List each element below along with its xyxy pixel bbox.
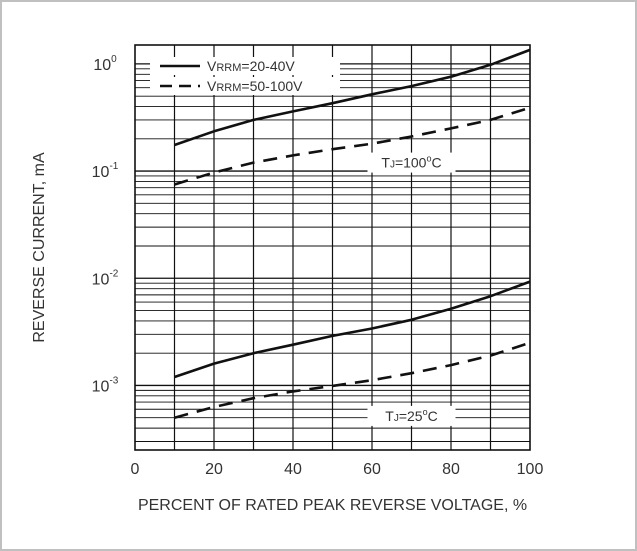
temperature-annotation: TJ=100oC — [381, 154, 441, 171]
annotation-prefix: T — [385, 408, 394, 424]
y-tick-label: 10-3 — [92, 375, 119, 395]
annotation-degree-mark: o — [426, 154, 431, 164]
annotation-subscript: J — [390, 160, 395, 171]
series-100C-solid-line — [174, 48, 531, 147]
plot-frame-layer — [134, 44, 531, 451]
y-tick-label: 10-1 — [92, 161, 119, 181]
legend-entry-background — [150, 57, 340, 75]
series-100C-dashed-line — [174, 106, 531, 186]
y-tick-label: 10-2 — [92, 268, 119, 288]
x-axis-title: PERCENT OF RATED PEAK REVERSE VOLTAGE, % — [138, 497, 527, 514]
y-tick-base: 10 — [93, 57, 111, 74]
annotation-degree-mark: o — [423, 407, 428, 417]
y-tick-base: 10 — [92, 271, 110, 288]
plot-border — [134, 44, 531, 451]
legend-label-prefix: V — [207, 78, 217, 94]
annotation-background — [367, 405, 456, 426]
y-tick-exponent: -3 — [109, 375, 118, 386]
legend-label-suffix: =20-40V — [241, 58, 295, 74]
series-25C-dashed-line — [174, 341, 531, 419]
legend-entry-background — [150, 77, 340, 95]
y-tick-base: 10 — [92, 164, 110, 181]
legend-label: VRRM=20-40V — [207, 58, 295, 74]
y-tick-exponent: -2 — [109, 268, 118, 279]
temperature-annotation: TJ=25oC — [385, 407, 437, 424]
annotation-temperature: =100 — [395, 155, 427, 171]
series-25C-solid-line — [174, 280, 531, 379]
x-tick-label: 40 — [284, 461, 302, 478]
legend-label: VRRM=50-100V — [207, 78, 303, 94]
grid-layer — [135, 45, 530, 450]
annotation-unit: C — [432, 155, 442, 171]
y-axis-title: REVERSE CURRENT, mA — [31, 152, 48, 343]
legend-label-subscript: RRM — [216, 82, 241, 94]
x-tick-label: 20 — [205, 461, 223, 478]
annotation-prefix: T — [381, 155, 390, 171]
series-layer — [174, 48, 531, 419]
annotation-subscript: J — [394, 413, 399, 424]
annotation-unit: C — [428, 408, 438, 424]
x-tick-label: 0 — [131, 461, 140, 478]
y-tick-base: 10 — [92, 378, 110, 395]
x-tick-label: 80 — [442, 461, 460, 478]
x-tick-label: 100 — [517, 461, 544, 478]
legend-label-subscript: RRM — [216, 62, 241, 74]
y-tick-exponent: 0 — [111, 54, 117, 65]
legend-label-prefix: V — [207, 58, 217, 74]
legend-label-suffix: =50-100V — [241, 78, 303, 94]
annotation-temperature: =25 — [399, 408, 423, 424]
y-tick-label: 100 — [93, 54, 117, 74]
annotation-background — [367, 152, 456, 173]
y-tick-exponent: -1 — [109, 161, 118, 172]
x-tick-label: 60 — [363, 461, 381, 478]
